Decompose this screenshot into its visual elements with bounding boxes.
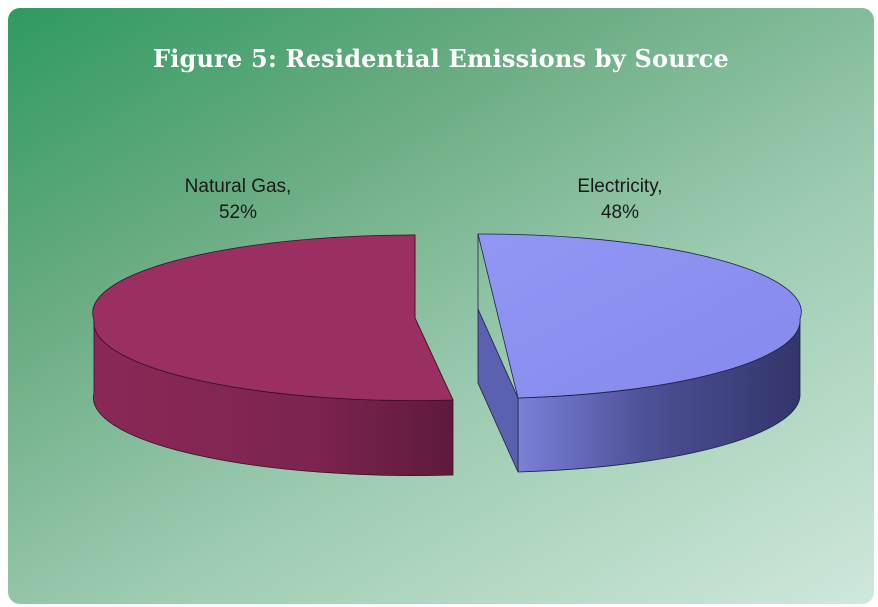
label-electricity: Electricity, — [577, 176, 662, 197]
pie-chart: Natural Gas, 52% Electricity, 48% — [92, 176, 802, 476]
natural-gas-face — [92, 234, 454, 401]
chart-panel: Figure 5: Residential Emissions by Sourc… — [8, 8, 874, 604]
electricity-side-cut — [477, 234, 519, 473]
pie-slice-electricity — [477, 233, 802, 473]
value-electricity: 48% — [601, 202, 639, 223]
chart-title: Figure 5: Residential Emissions by Sourc… — [152, 44, 729, 73]
value-natural-gas: 52% — [219, 202, 257, 223]
pie-slice-natural-gas — [92, 234, 454, 476]
electricity-face — [477, 233, 802, 399]
label-natural-gas: Natural Gas, — [185, 176, 292, 197]
